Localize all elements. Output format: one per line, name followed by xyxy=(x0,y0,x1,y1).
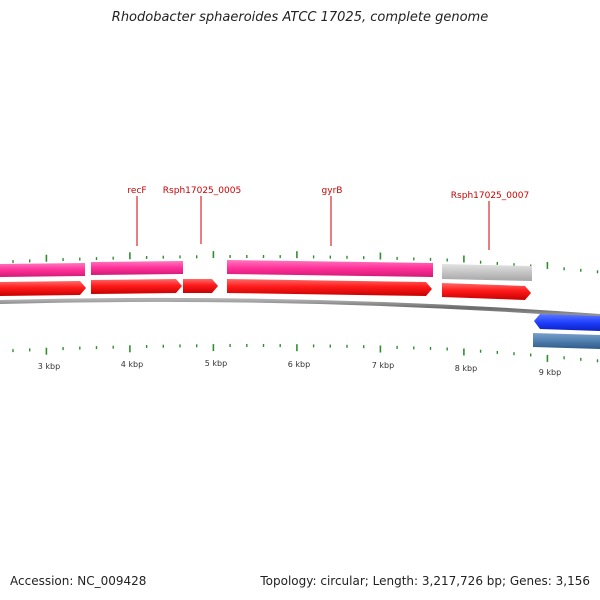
bottom-tick-row xyxy=(12,344,599,363)
cds-arrow-4[interactable] xyxy=(227,279,432,296)
kbp-label-8: 8 kbp xyxy=(455,364,477,373)
map-title: Rhodobacter sphaeroides ATCC 17025, comp… xyxy=(111,10,489,25)
cds-arrow-1[interactable] xyxy=(0,281,86,296)
kbp-label-4: 4 kbp xyxy=(121,360,143,369)
accession-label: Accession: NC_009428 xyxy=(10,574,147,588)
kbp-label-9: 9 kbp xyxy=(539,368,561,377)
kbp-label-5: 5 kbp xyxy=(205,359,227,368)
gene-label-recF[interactable]: recF xyxy=(127,186,146,196)
kbp-label-7: 7 kbp xyxy=(372,361,394,370)
gene-label-rsph17025-0005[interactable]: Rsph17025_0005 xyxy=(163,186,241,196)
gene-bar-steelblue[interactable] xyxy=(533,333,600,349)
gene-bar-pink-3[interactable] xyxy=(227,260,433,277)
kbp-label-3: 3 kbp xyxy=(38,362,60,371)
gene-bar-pink-2[interactable] xyxy=(91,261,183,275)
cds-arrow-2[interactable] xyxy=(91,279,182,294)
gene-arrow-blue[interactable] xyxy=(534,314,600,331)
gene-label-gyrB[interactable]: gyrB xyxy=(322,186,343,196)
cds-arrow-5[interactable] xyxy=(442,283,531,300)
gene-label-rsph17025-0007[interactable]: Rsph17025_0007 xyxy=(451,191,529,201)
gene-bar-pink-1[interactable] xyxy=(0,263,85,277)
kbp-label-6: 6 kbp xyxy=(288,360,310,369)
gene-bar-grey[interactable] xyxy=(442,264,532,281)
genome-summary: Topology: circular; Length: 3,217,726 bp… xyxy=(260,574,590,588)
genome-backbone xyxy=(0,297,600,318)
cds-arrow-3[interactable] xyxy=(183,279,218,293)
top-tick-row xyxy=(12,251,599,274)
